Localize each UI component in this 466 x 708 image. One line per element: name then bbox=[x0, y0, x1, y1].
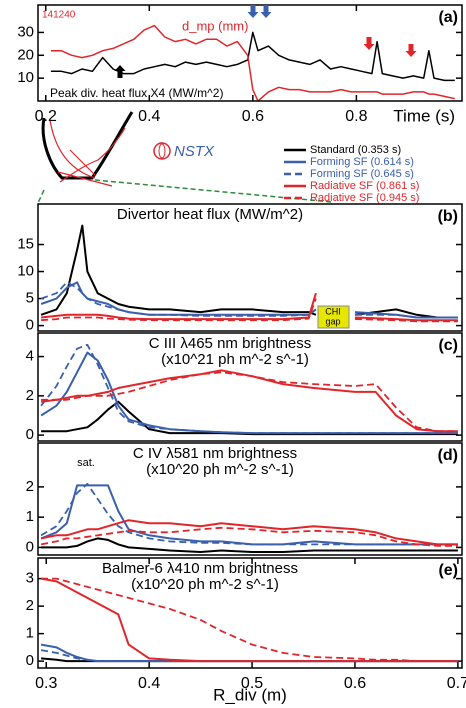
x-tick-label: 0.3 bbox=[35, 675, 57, 692]
panel-label: (d) bbox=[438, 447, 458, 464]
y-tick-label: 20 bbox=[17, 46, 34, 63]
legend-label: Radiative SF (0.861 s) bbox=[310, 180, 419, 192]
series-line bbox=[40, 292, 458, 322]
series-line bbox=[40, 526, 458, 547]
y-tick-label: 1 bbox=[26, 625, 34, 642]
x-axis-label: R_div (m) bbox=[213, 685, 287, 704]
panel-title: Balmer-6 λ410 nm brightness bbox=[102, 560, 298, 577]
series-line bbox=[40, 343, 458, 434]
y-tick-label: 1 bbox=[26, 508, 34, 525]
plot-area bbox=[50, 24, 455, 101]
series-line bbox=[40, 281, 458, 319]
nstx-logo: NSTX bbox=[153, 142, 215, 160]
series-line bbox=[40, 643, 458, 663]
y-tick-label: 0 bbox=[26, 426, 34, 443]
x-tick-label: 0.4 bbox=[138, 675, 160, 692]
series-line bbox=[40, 483, 458, 546]
y-tick-label: 10 bbox=[17, 263, 34, 280]
series-line bbox=[40, 519, 458, 546]
y-tick-label: 3 bbox=[26, 570, 34, 587]
panel-label: (a) bbox=[438, 9, 458, 26]
panel-subtitle: (x10^20 ph m^-2 s^-1) bbox=[146, 461, 294, 478]
legend-label: Forming SF (0.645 s) bbox=[310, 168, 414, 180]
plot-area bbox=[40, 483, 458, 553]
legend-label: Radiative SF (0.945 s) bbox=[310, 192, 419, 204]
series-label: d_mp (mm) bbox=[182, 18, 248, 33]
x-tick-label: 0.4 bbox=[138, 108, 160, 125]
x-tick-label: 0.5 bbox=[241, 675, 263, 692]
arrow bbox=[114, 65, 126, 78]
x-tick-label: 0.6 bbox=[242, 108, 264, 125]
x-tick-label: 0.8 bbox=[345, 108, 367, 125]
series-line bbox=[40, 281, 458, 319]
y-tick-label: 0 bbox=[26, 317, 34, 334]
annotation: sat. bbox=[77, 457, 95, 469]
series-line bbox=[41, 371, 458, 433]
panel-label: (c) bbox=[438, 337, 458, 354]
series-label: Peak div. heat flux X4 (MW/m^2) bbox=[50, 86, 223, 100]
series-line bbox=[41, 537, 458, 553]
frame bbox=[37, 203, 463, 332]
arrow bbox=[247, 5, 259, 18]
x-tick-label: 0.7 bbox=[447, 675, 466, 692]
chi-gap-box bbox=[317, 305, 350, 329]
legend-label: Standard (0.353 s) bbox=[310, 144, 401, 156]
x-tick-label: 0.2 bbox=[35, 108, 57, 125]
legend-label: Forming SF (0.614 s) bbox=[310, 156, 414, 168]
panel-label: (e) bbox=[438, 562, 458, 579]
plot-area bbox=[40, 577, 458, 663]
x-tick-label: 0.6 bbox=[344, 675, 366, 692]
series-line bbox=[40, 577, 458, 663]
shot-number: 141240 bbox=[42, 10, 76, 21]
plot-area bbox=[40, 224, 458, 323]
panel-subtitle: (x10^21 ph m^-2 s^-1) bbox=[161, 351, 309, 368]
series-line bbox=[41, 298, 458, 323]
plot-area bbox=[40, 343, 458, 436]
chi-gap-label: gap bbox=[325, 316, 340, 326]
logo-text: NSTX bbox=[174, 143, 215, 160]
y-tick-label: 2 bbox=[26, 478, 34, 495]
panel-label: (b) bbox=[438, 208, 458, 225]
panel-title: C IV λ581 nm brightness bbox=[133, 445, 297, 462]
panel-title: C III λ465 nm brightness bbox=[149, 335, 312, 352]
series-line bbox=[40, 369, 458, 433]
frame bbox=[37, 332, 463, 442]
frame bbox=[37, 557, 463, 669]
y-tick-label: 5 bbox=[26, 290, 34, 307]
y-tick-label: 2 bbox=[26, 387, 34, 404]
y-tick-label: 0 bbox=[26, 538, 34, 555]
y-tick-label: 30 bbox=[17, 23, 34, 40]
arrow bbox=[260, 5, 272, 18]
series-line bbox=[40, 484, 458, 546]
series-line bbox=[50, 24, 455, 101]
series-line bbox=[41, 577, 458, 662]
y-tick-label: 2 bbox=[26, 597, 34, 614]
divertor-schematic bbox=[37, 111, 333, 204]
frame bbox=[37, 442, 463, 556]
frame bbox=[37, 4, 463, 102]
arrow bbox=[405, 44, 417, 57]
panel-subtitle: (x10^20 ph m^-2 s^-1) bbox=[131, 576, 279, 593]
y-tick-label: 15 bbox=[17, 236, 34, 253]
y-tick-label: 10 bbox=[17, 69, 34, 86]
chi-gap-label: CHI bbox=[325, 306, 341, 316]
panel-title: Divertor heat flux (MW/m^2) bbox=[117, 206, 303, 223]
series-line bbox=[50, 31, 455, 82]
y-tick-label: 4 bbox=[26, 348, 34, 365]
x-axis-label: Time (s) bbox=[393, 106, 455, 125]
arrow bbox=[363, 37, 375, 50]
y-tick-label: 0 bbox=[26, 652, 34, 669]
